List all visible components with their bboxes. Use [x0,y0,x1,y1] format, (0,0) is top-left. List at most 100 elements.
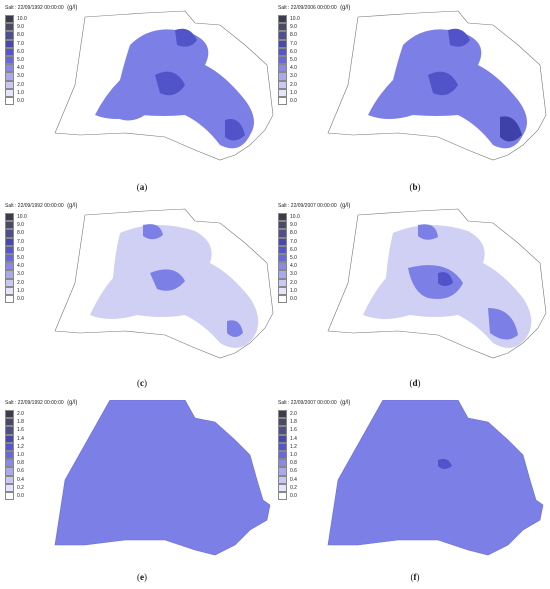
legend-row: 0.4 [5,475,24,484]
legend-row: 10.0 [278,213,300,222]
legend-swatch [278,418,287,427]
legend-row: 1.8 [5,418,24,427]
legend-row: 3.0 [5,270,27,279]
legend-row: 6.0 [5,47,27,56]
salinity-map [54,208,274,359]
legend-row: 1.2 [278,442,297,451]
legend-swatch [5,475,14,484]
legend-swatch [278,96,287,106]
legend-swatch [278,229,287,238]
salinity-zone-mid [150,269,185,291]
legend-value: 1.2 [17,443,24,450]
salinity-zone-dark [428,71,458,96]
panel-title: Salt : 22/09/1992 00:00:00 (g/l) [5,400,78,406]
legend-value: 5.0 [290,57,297,64]
legend-row: 1.0 [5,450,24,460]
caption-f: (f) [410,572,420,582]
salinity-zone-dark [225,119,245,141]
legend-row: 9.0 [5,221,27,230]
legend-value: 1.0 [290,452,297,459]
legend-value: 9.0 [290,222,297,229]
legend-swatch [278,442,287,451]
legend-swatch [5,229,14,238]
legend-row: 4.0 [5,262,27,271]
legend-row: 0.4 [278,475,297,484]
legend-value: 4.0 [17,65,24,72]
legend-row: 2.0 [5,410,24,419]
salinity-zone-dark [155,71,185,96]
panel-title: Salt : 22/09/2007 00:00:00 (g/l) [278,203,351,209]
legend-swatch [5,294,14,304]
legend-value: 2.0 [17,411,24,418]
salinity-map [327,10,547,161]
legend-value: 4.0 [17,263,24,270]
salinity-zone-full [54,400,271,556]
legend-swatch [278,475,287,484]
legend-value: 7.0 [17,40,24,47]
caption-c: (c) [137,378,147,388]
legend-row: 1.0 [5,88,27,97]
legend-row: 0.0 [278,491,297,501]
legend-row: 10.0 [5,15,27,24]
legend-value: 1.6 [17,427,24,434]
legend-swatch [278,483,287,492]
legend-swatch [5,270,14,279]
legend-row: 8.0 [5,31,27,40]
panel-a: Salt : 22/09/1992 00:00:00 (g/l) 10.0 9.0… [5,5,275,180]
legend-swatch [278,39,287,48]
legend-row: 1.8 [278,418,297,427]
legend-row: 5.0 [5,253,27,263]
legend-value: 2.0 [290,81,297,88]
legend-value: 4.0 [290,65,297,72]
legend-value: 2.0 [290,411,297,418]
legend-value: 8.0 [17,32,24,39]
legend-swatch [278,64,287,73]
legend-row: 0.6 [5,467,24,476]
legend-value: 0.2 [290,484,297,491]
legend-swatch [5,262,14,271]
legend-value: 1.2 [290,443,297,450]
colorbar-legend: 10.0 9.0 8.0 7.0 6.0 5.0 4.0 3.0 2.0 1.0 0.0 [278,213,300,304]
legend-value: 0.6 [17,468,24,475]
legend-swatch [278,80,287,89]
panel-title: Salt : 22/09/1992 00:00:00 (g/l) [5,203,78,209]
legend-row: 0.0 [278,294,300,304]
legend-value: 4.0 [290,263,297,270]
legend-row: 10.0 [278,15,300,24]
legend-swatch [278,410,287,419]
legend-row: 7.0 [5,39,27,48]
legend-swatch [278,72,287,81]
legend-swatch [5,80,14,89]
legend-value: 3.0 [290,73,297,80]
colorbar-legend: 10.0 9.0 8.0 7.0 6.0 5.0 4.0 3.0 2.0 1.0 0.0 [5,15,27,106]
legend-swatch [5,23,14,32]
legend-swatch [278,270,287,279]
legend-value: 7.0 [290,40,297,47]
legend-value: 6.0 [17,48,24,55]
salinity-zone-dark [438,272,453,286]
legend-value: 1.0 [17,89,24,96]
legend-value: 3.0 [290,271,297,278]
legend-swatch [5,64,14,73]
legend-value: 9.0 [17,24,24,31]
legend-swatch [278,294,287,304]
legend-swatch [278,23,287,32]
panel-title: Salt : 22/09/1992 00:00:00 (g/l) [5,5,78,11]
legend-row: 0.8 [5,459,24,468]
legend-swatch [5,237,14,246]
salinity-zone-dark [438,458,452,469]
legend-value: 5.0 [17,57,24,64]
legend-swatch [5,278,14,287]
legend-row: 6.0 [278,245,300,254]
caption-d: (d) [409,378,421,388]
legend-row: 5.0 [5,55,27,65]
legend-row: 1.6 [278,426,297,435]
caption-e: (e) [137,572,147,582]
legend-value: 1.0 [290,89,297,96]
legend-value: 7.0 [17,238,24,245]
legend-row: 2.0 [278,80,300,89]
legend-row: 1.4 [5,434,24,443]
legend-swatch [5,72,14,81]
legend-row: 1.4 [278,434,297,443]
legend-swatch [278,253,287,263]
